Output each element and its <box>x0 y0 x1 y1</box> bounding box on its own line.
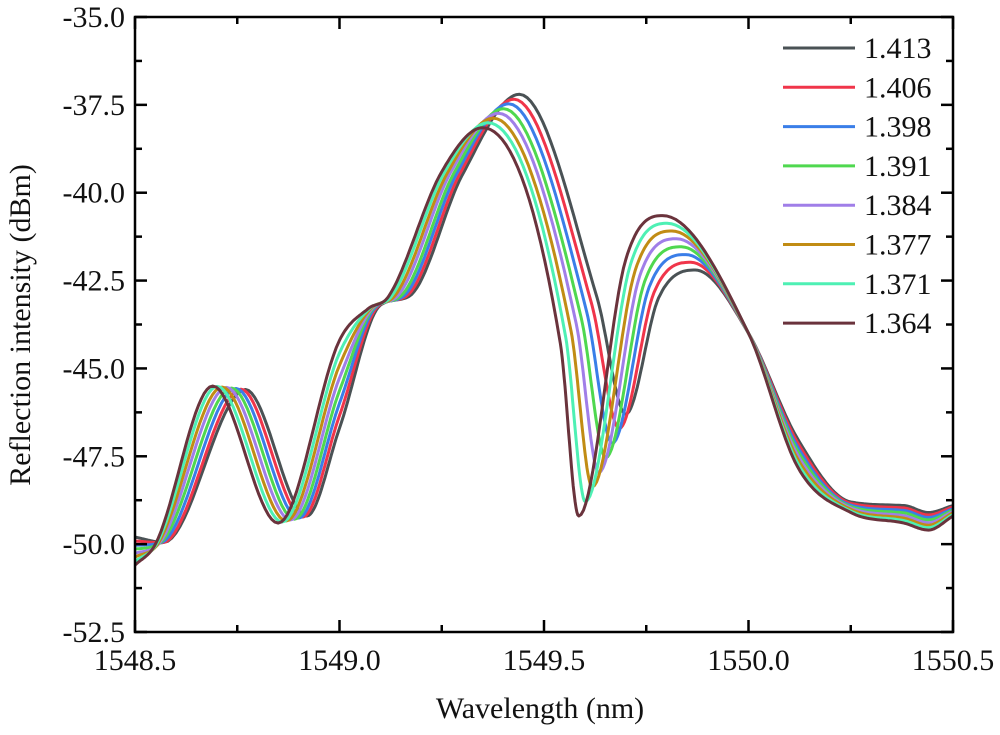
y-tick-label: -37.5 <box>63 89 126 122</box>
legend-label: 1.377 <box>864 229 932 262</box>
legend-label: 1.391 <box>864 150 932 183</box>
y-tick-label: -45.0 <box>63 352 126 385</box>
y-tick-labels: -35.0 -37.5 -40.0 -42.5 -45.0 -47.5 -50.0 -52.5 <box>63 1 126 649</box>
y-axis-label: Reflection intensity (dBm) <box>4 164 37 486</box>
y-tick-label: -35.0 <box>63 1 126 34</box>
y-tick-label: -42.5 <box>63 265 126 298</box>
x-axis-label: Wavelength (nm) <box>436 692 644 725</box>
legend-label: 1.406 <box>864 71 932 104</box>
x-tick-label: 1549.0 <box>298 644 381 677</box>
x-tick-labels: 1548.5 1549.0 1549.5 1550.0 1550.5 <box>94 644 995 677</box>
x-tick-label: 1549.5 <box>503 644 586 677</box>
y-tick-label: -52.5 <box>63 616 126 649</box>
legend-label: 1.364 <box>864 307 932 340</box>
series-lines <box>133 92 954 567</box>
x-tick-label: 1550.5 <box>912 644 995 677</box>
legend-label: 1.413 <box>864 32 932 65</box>
legend-label: 1.398 <box>864 111 932 144</box>
series-line-1.364 <box>133 126 954 567</box>
y-tick-label: -50.0 <box>63 528 126 561</box>
legend: 1.413 1.406 1.398 1.391 1.384 1.377 1.371 1.364 <box>783 32 932 340</box>
x-tick-label: 1548.5 <box>94 644 177 677</box>
x-tick-label: 1550.0 <box>707 644 790 677</box>
axis-ticks <box>133 15 955 634</box>
y-tick-label: -40.0 <box>63 177 126 210</box>
legend-label: 1.384 <box>864 189 932 222</box>
legend-label: 1.371 <box>864 268 932 301</box>
y-tick-label: -47.5 <box>63 440 126 473</box>
